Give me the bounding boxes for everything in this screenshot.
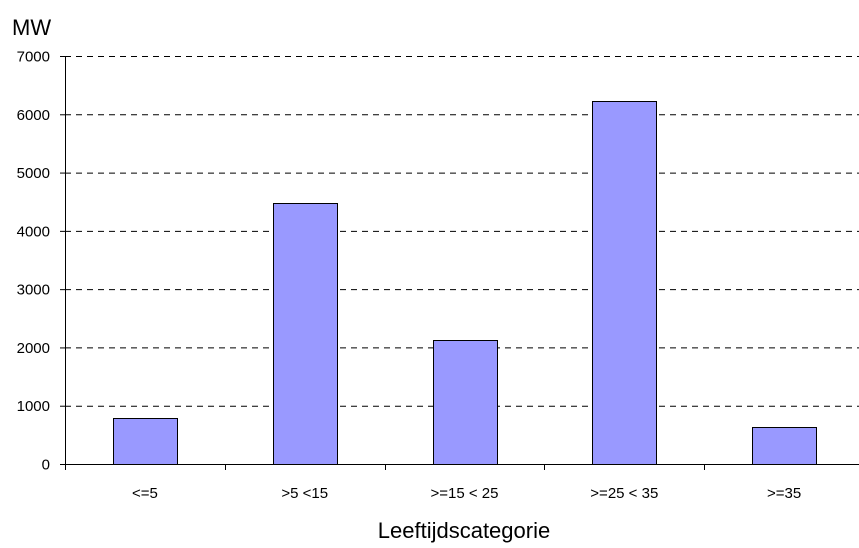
x-tick-label: >=25 < 35	[590, 485, 658, 502]
y-tick-label: 0	[42, 457, 50, 474]
tick-labels: 0 1000 2000 3000 4000 5000 6000 7000 <=5 >5 <15 >=…	[17, 49, 802, 503]
bar-5	[752, 427, 817, 465]
y-tick-label: 5000	[17, 165, 50, 182]
y-tick-label: 1000	[17, 398, 50, 415]
y-tick-label: 6000	[17, 107, 50, 124]
bars	[113, 101, 817, 465]
bar-3	[433, 340, 498, 465]
x-tick-label: >5 <15	[281, 485, 328, 502]
y-axis-title: MW	[12, 15, 51, 40]
gridlines	[65, 56, 859, 407]
x-tick-label: >=35	[767, 485, 801, 502]
axes	[60, 56, 859, 470]
bar-1	[113, 418, 178, 465]
y-tick-label: 2000	[17, 340, 50, 357]
bar-2	[273, 203, 338, 465]
y-tick-label: 3000	[17, 282, 50, 299]
x-tick-label: >=15 < 25	[431, 485, 499, 502]
y-tick-label: 4000	[17, 223, 50, 240]
bar-4	[592, 101, 657, 465]
x-tick-label: <=5	[132, 485, 158, 502]
x-axis-title: Leeftijdscategorie	[378, 518, 550, 543]
y-tick-label: 7000	[17, 49, 50, 66]
